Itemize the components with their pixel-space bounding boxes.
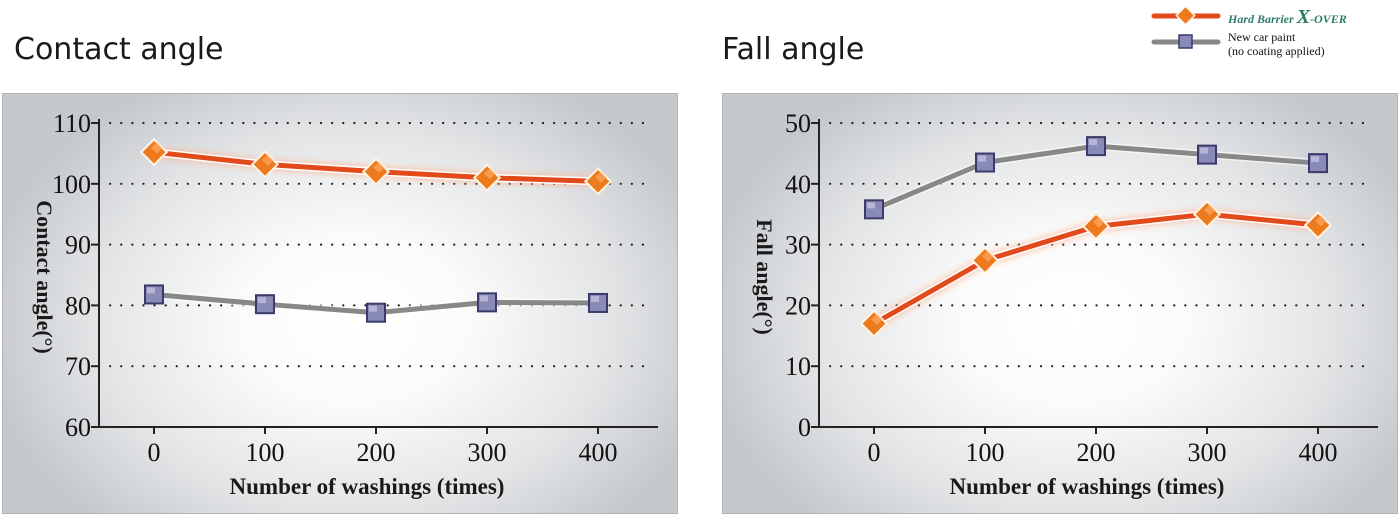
- y-tick-label: 110: [53, 109, 91, 138]
- data-point-square: [1308, 153, 1328, 174]
- data-point-diamond: [139, 138, 169, 167]
- fall-angle-chart: 0 10 20 30 40 50 0 100 200 300 400 Number of washin…: [722, 93, 1398, 514]
- data-point-square: [144, 284, 164, 305]
- data-point-square: [588, 292, 608, 313]
- x-tick-label: 400: [1299, 438, 1338, 467]
- data-point-diamond: [472, 163, 502, 192]
- y-tick-label: 60: [65, 413, 91, 442]
- contact-angle-plot: 60 70 80 90 100 110 0 100 200 300 400 Number of was…: [32, 109, 658, 499]
- y-tick-label: 70: [65, 352, 91, 381]
- x-tick-label: 200: [1077, 438, 1116, 467]
- contact-angle-title: Contact angle: [14, 32, 224, 67]
- data-point-square: [477, 292, 497, 313]
- x-tick-label: 100: [246, 438, 285, 467]
- data-point-square: [1086, 136, 1106, 157]
- data-point-diamond: [1192, 200, 1222, 229]
- legend-label-series2: New car paint (no coating applied): [1228, 30, 1325, 58]
- x-tick-label: 0: [868, 438, 881, 467]
- y-tick-label: 50: [785, 109, 811, 138]
- y-tick-label: 10: [785, 352, 811, 381]
- data-point-diamond: [970, 246, 1000, 275]
- data-point-diamond: [250, 150, 280, 179]
- y-tick-label: 20: [785, 291, 811, 320]
- data-point-diamond: [583, 167, 613, 196]
- y-tick-label: 30: [785, 231, 811, 260]
- x-tick-label: 0: [148, 438, 161, 467]
- x-tick-label: 200: [357, 438, 396, 467]
- data-point-square: [975, 152, 995, 173]
- y-tick-label: 100: [52, 170, 91, 199]
- data-point-diamond: [361, 157, 391, 186]
- fall-angle-plot: 0 10 20 30 40 50 0 100 200 300 400 Number of washin…: [752, 109, 1378, 499]
- y-tick-label: 0: [798, 413, 811, 442]
- legend-label-series1: Hard Barrier X-OVER: [1228, 6, 1347, 28]
- x-tick-label: 300: [1188, 438, 1227, 467]
- chart-legend: Hard Barrier X-OVER New car paint (no co…: [1150, 3, 1395, 63]
- data-point-diamond: [859, 309, 889, 338]
- contact-angle-chart: 60 70 80 90 100 110 0 100 200 300 400 Number of was…: [2, 93, 678, 514]
- legend-swatches: [1151, 5, 1221, 49]
- data-point-square: [255, 294, 275, 315]
- data-point-diamond: [1081, 212, 1111, 241]
- y-tick-label: 80: [65, 291, 91, 320]
- x-tick-label: 300: [468, 438, 507, 467]
- data-point-square: [366, 302, 386, 323]
- legend-marker-series1: [1175, 5, 1196, 26]
- y-axis-label: Contact angle(°): [32, 200, 57, 354]
- x-tick-label: 400: [579, 438, 618, 467]
- data-point-diamond: [1303, 211, 1333, 240]
- x-axis-label: Number of washings (times): [950, 474, 1225, 499]
- y-tick-label: 40: [785, 170, 811, 199]
- x-tick-label: 100: [966, 438, 1005, 467]
- data-point-square: [1197, 144, 1217, 165]
- y-tick-label: 90: [65, 231, 91, 260]
- y-axis-label: Fall angle(°): [752, 219, 777, 335]
- data-point-square: [864, 199, 884, 220]
- x-axis-label: Number of washings (times): [230, 474, 505, 499]
- fall-angle-title: Fall angle: [722, 32, 865, 67]
- legend-marker-series2: [1178, 34, 1193, 49]
